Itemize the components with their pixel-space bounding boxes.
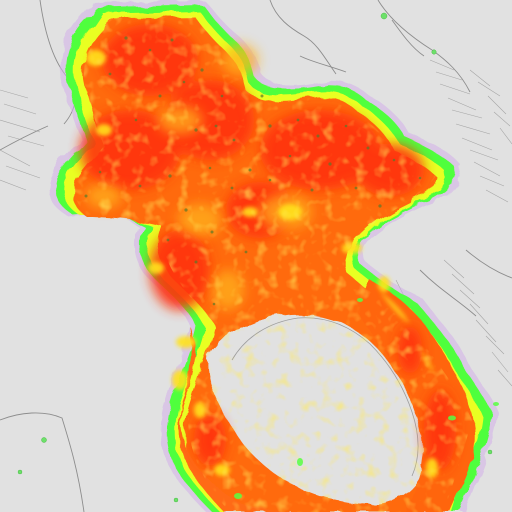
heat-dark-dots	[84, 36, 422, 306]
coastal-fragments	[234, 298, 499, 499]
heat-speckle	[73, 16, 472, 512]
